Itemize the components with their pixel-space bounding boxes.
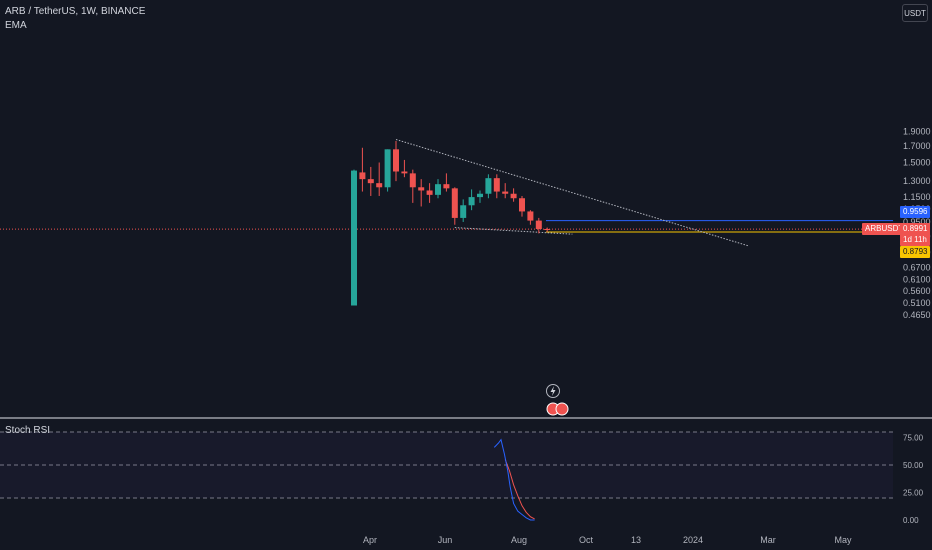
candle[interactable]: [510, 188, 517, 202]
time-tick-label: Oct: [579, 535, 594, 545]
candle-body: [367, 179, 374, 184]
price-tick-label: 1.5000: [903, 158, 931, 168]
yellow-level-tag: 0.8793: [900, 246, 931, 258]
time-tick-label: Aug: [511, 535, 527, 545]
candle-body: [535, 220, 542, 229]
countdown-tag: 1d 11h: [900, 234, 930, 246]
candle[interactable]: [460, 199, 467, 222]
candle[interactable]: [351, 169, 357, 306]
candle-body: [376, 183, 383, 188]
candle[interactable]: [359, 147, 366, 192]
ema-indicator-label[interactable]: EMA: [5, 20, 27, 31]
time-tick-label: Jun: [438, 535, 453, 545]
candle-body: [443, 184, 450, 189]
candle-body: [485, 178, 492, 194]
trendline[interactable]: [395, 139, 749, 247]
candle-body: [435, 184, 441, 195]
stoch-rsi-pane: 75.00 50.00 25.00 0.00: [0, 431, 924, 525]
candle[interactable]: [468, 189, 475, 211]
candle[interactable]: [443, 173, 450, 192]
candle-body: [477, 193, 483, 198]
candle[interactable]: [409, 169, 416, 203]
candle-body: [359, 172, 366, 180]
rsi-tick-label: 50.00: [903, 461, 924, 470]
candle-body: [426, 190, 433, 195]
time-tick-label: May: [834, 535, 852, 545]
candle[interactable]: [493, 174, 500, 199]
blue-level-tag: 0.9596: [900, 206, 931, 218]
price-tick-label: 1.1500: [903, 192, 931, 202]
trendlines[interactable]: [395, 139, 749, 247]
candle[interactable]: [527, 210, 534, 225]
lightning-glyph: [550, 386, 556, 396]
candle[interactable]: [435, 179, 441, 199]
rsi-tick-label: 25.00: [903, 489, 924, 498]
stoch-d-line: [504, 459, 535, 520]
candle-body: [401, 171, 408, 174]
candle-body: [460, 205, 467, 218]
price-tick-label: 0.5100: [903, 298, 931, 308]
symbol-title[interactable]: ARB / TetherUS, 1W, BINANCE: [5, 6, 146, 17]
candle-body: [519, 198, 525, 212]
candle-body: [393, 149, 399, 172]
price-tick-label: 1.9000: [903, 127, 931, 137]
time-tick-label: 13: [631, 535, 641, 545]
symbol-tag: ARBUSDT: [862, 223, 907, 235]
time-tick-label: Mar: [760, 535, 776, 545]
price-tick-label: 0.9500: [903, 217, 931, 227]
candle[interactable]: [401, 159, 408, 178]
candle[interactable]: [519, 195, 525, 217]
candle-body: [468, 197, 475, 206]
price-tick-label: 0.6100: [903, 275, 931, 285]
candle-body: [502, 191, 509, 194]
candle[interactable]: [477, 190, 483, 203]
candles[interactable]: [351, 140, 551, 306]
price-tick-label: 0.5600: [903, 286, 931, 296]
rsi-band: [0, 432, 893, 498]
price-tick-label: 0.4650: [903, 310, 931, 320]
rsi-tick-label: 0.00: [903, 516, 919, 525]
price-tick-label: 0.6700: [903, 262, 931, 272]
candle[interactable]: [535, 217, 542, 234]
event-markers[interactable]: [546, 384, 569, 416]
candle-body: [510, 193, 517, 199]
rsi-tick-label: 75.00: [903, 434, 924, 443]
candle-body: [351, 170, 357, 306]
time-axis[interactable]: Apr Jun Aug Oct 13 2024 Mar May: [363, 535, 852, 545]
candle[interactable]: [367, 166, 374, 196]
time-tick-label: Apr: [363, 535, 377, 545]
candle[interactable]: [384, 149, 391, 192]
candle[interactable]: [426, 183, 433, 203]
candle-body: [451, 188, 458, 218]
candle[interactable]: [451, 187, 458, 225]
horizontal-levels: [0, 220, 893, 233]
us-flag-icon[interactable]: [555, 402, 569, 416]
candle[interactable]: [502, 183, 509, 199]
time-tick-label: 2024: [683, 535, 703, 545]
candle[interactable]: [393, 140, 399, 182]
candle-body: [493, 178, 500, 192]
price-tick-label: 1.7000: [903, 141, 931, 151]
last-price-tag: 0.8991: [900, 223, 931, 235]
candle-body: [418, 187, 425, 191]
price-tick-label: 1.3000: [903, 176, 931, 186]
candle[interactable]: [485, 174, 492, 199]
candle-body: [544, 229, 551, 230]
candle[interactable]: [418, 179, 425, 207]
stoch-rsi-label[interactable]: Stoch RSI: [5, 425, 51, 436]
candle-body: [527, 211, 534, 221]
candle[interactable]: [376, 162, 383, 196]
candle-body: [409, 173, 416, 188]
currency-button[interactable]: USDT: [902, 4, 928, 22]
candle-body: [384, 149, 391, 188]
stoch-k-line: [493, 438, 535, 521]
candle[interactable]: [544, 227, 551, 232]
